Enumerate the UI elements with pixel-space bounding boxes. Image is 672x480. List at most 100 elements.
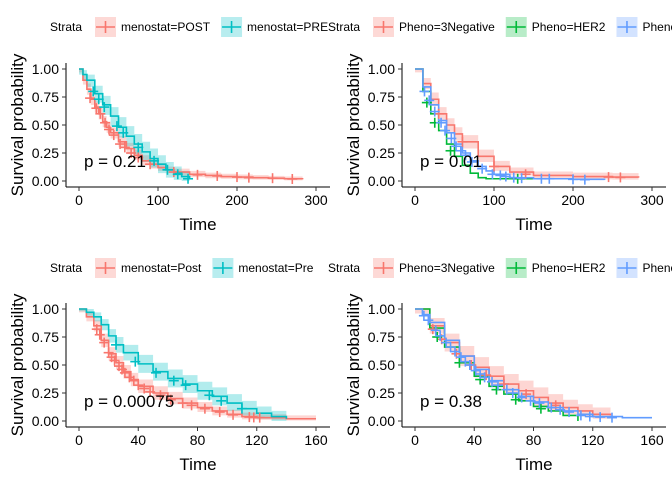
survival-curve-3 <box>415 68 606 181</box>
plot-area <box>415 68 640 185</box>
censor-mark <box>145 386 156 397</box>
legend-label-1: Pheno=3Negative <box>399 20 495 34</box>
censor-mark <box>212 170 223 181</box>
x-axis-title: Time <box>515 455 552 474</box>
censor-mark <box>186 400 197 411</box>
censor-mark <box>267 173 278 184</box>
censor-mark <box>168 375 179 386</box>
censor-mark <box>464 360 475 370</box>
censor-mark <box>95 108 106 119</box>
y-tick-label: 1.00 <box>32 301 59 317</box>
censor-mark <box>419 86 430 97</box>
censor-mark <box>477 163 488 174</box>
censor-mark <box>130 356 141 367</box>
censor-mark <box>455 145 466 156</box>
y-tick-label: 0.00 <box>32 173 59 189</box>
censor-mark <box>100 117 111 128</box>
censor-mark <box>214 407 225 418</box>
censor-mark <box>423 315 434 326</box>
censor-mark <box>91 103 102 114</box>
censor-mark <box>544 173 555 184</box>
censor-mark <box>139 383 150 394</box>
y-tick-label: 1.00 <box>368 61 395 77</box>
x-tick-label: 160 <box>304 432 328 448</box>
legend-key-2 <box>221 17 243 37</box>
y-tick-label: 0.75 <box>32 89 59 105</box>
censor-mark <box>429 106 440 117</box>
legend-key-3 <box>616 258 638 278</box>
y-axis-title: Survival probability <box>8 53 27 196</box>
censor-mark <box>445 342 456 353</box>
x-tick-label: 300 <box>640 192 664 208</box>
censor-mark <box>165 394 176 405</box>
legend-key-2 <box>505 17 527 37</box>
censor-mark <box>99 337 110 348</box>
censor-mark <box>595 412 606 423</box>
legend-title: Strata <box>50 20 82 34</box>
confidence-band-2 <box>79 309 287 421</box>
plot-area <box>79 68 304 184</box>
y-tick-label: 0.25 <box>32 385 59 401</box>
censor-mark <box>149 155 160 166</box>
x-tick-label: 200 <box>225 192 249 208</box>
censor-mark <box>133 142 144 153</box>
y-tick-label: 0.50 <box>368 357 395 373</box>
censor-mark <box>111 121 122 132</box>
censor-mark <box>501 384 512 395</box>
p-value-annotation: p = 0.21 <box>84 152 146 171</box>
censor-mark <box>119 142 130 153</box>
legend-label-3: Pheno=HR+ <box>642 20 672 34</box>
x-tick-label: 80 <box>526 432 542 448</box>
y-tick-label: 0.75 <box>32 329 59 345</box>
y-axis-title: Survival probability <box>8 293 27 436</box>
x-tick-label: 80 <box>190 432 206 448</box>
censor-mark <box>487 169 498 180</box>
confidence-band-1 <box>415 309 611 420</box>
censor-mark <box>177 398 188 409</box>
censor-mark <box>492 380 503 391</box>
legend-label-1: menostat=Post <box>121 261 202 275</box>
censor-mark <box>436 117 447 128</box>
censor-mark <box>441 337 452 348</box>
x-tick-label: 0 <box>411 432 419 448</box>
x-tick-label: 200 <box>561 192 585 208</box>
censor-mark <box>507 388 518 398</box>
censor-mark <box>133 380 144 391</box>
y-tick-label: 0.25 <box>368 145 395 161</box>
y-tick-label: 0.50 <box>32 117 59 133</box>
censor-mark <box>99 102 110 113</box>
censor-mark <box>489 161 499 172</box>
x-tick-label: 40 <box>466 432 482 448</box>
x-tick-label: 0 <box>75 192 83 208</box>
legend: Strata Pheno=3Negative Pheno=HER2 Pheno=HR+ <box>328 258 672 278</box>
censor-mark <box>183 173 194 184</box>
censor-mark <box>91 324 102 335</box>
censor-mark <box>491 384 502 395</box>
censor-mark <box>455 352 466 363</box>
censor-mark <box>535 403 546 414</box>
censor-mark <box>449 346 460 357</box>
censor-mark <box>546 402 557 413</box>
censor-mark <box>155 390 166 401</box>
legend-label-1: Pheno=3Negative <box>399 261 495 275</box>
censor-mark <box>525 395 536 406</box>
censor-mark <box>162 164 173 175</box>
censor-mark <box>94 329 105 340</box>
legend-label-2: Pheno=HER2 <box>532 20 606 34</box>
censor-mark <box>85 93 96 104</box>
censor-mark <box>126 148 137 158</box>
censor-mark <box>151 367 162 378</box>
censor-mark <box>534 398 545 409</box>
x-tick-label: 120 <box>245 432 269 448</box>
censor-mark <box>457 136 468 147</box>
censor-mark <box>104 124 115 135</box>
x-axis-title: Time <box>179 215 216 234</box>
censor-mark <box>481 370 492 381</box>
legend-label-2: Pheno=HER2 <box>532 261 606 275</box>
x-tick-label: 160 <box>640 432 664 448</box>
legend-label-1: menostat=POST <box>121 20 211 34</box>
legend-label-3: Pheno=HR+ <box>642 261 672 275</box>
legend-label-2: menostat=Pre <box>238 261 313 275</box>
censor-mark <box>287 173 298 184</box>
